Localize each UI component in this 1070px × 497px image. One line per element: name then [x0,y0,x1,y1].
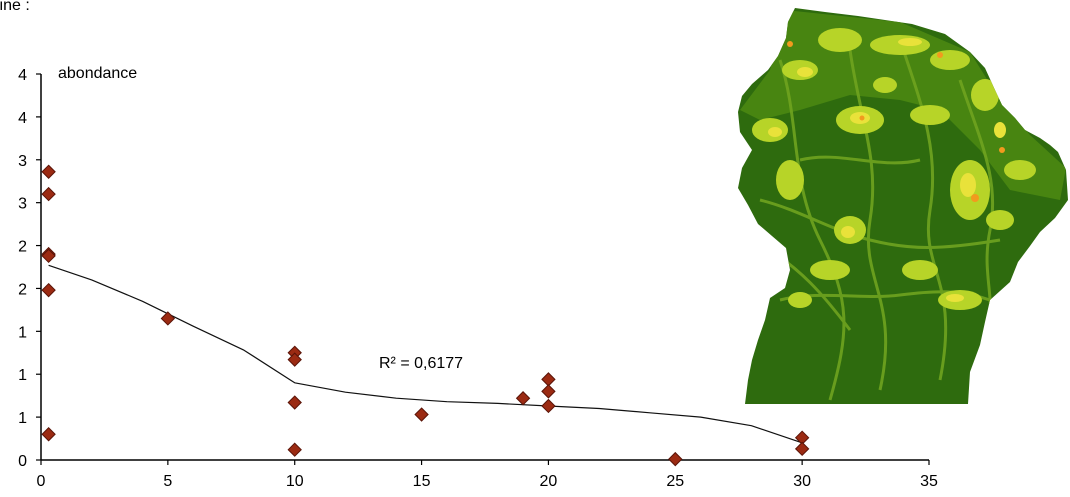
data-point-diamond [41,248,56,264]
data-points [41,164,810,467]
map-inset-illustration [738,8,1068,404]
data-point-diamond [794,441,810,457]
data-point-diamond [541,384,556,399]
data-point-diamond [541,398,556,414]
data-point-diamond [668,451,683,467]
data-point-diamond [160,311,176,326]
data-point-diamond [41,164,56,179]
data-point-diamond [41,282,56,298]
data-point-diamond [41,186,56,202]
x-tick-label: 30 [793,473,811,490]
data-point-diamond [515,391,531,406]
y-tick-label: 3 [18,196,27,213]
y-tick-label: 1 [18,410,27,427]
data-point-diamond [541,372,556,387]
data-point-diamond [287,395,302,410]
cut-off-header-text: line : [0,0,30,14]
x-tick-label: 25 [666,473,684,490]
data-point-diamond [287,352,302,367]
data-point-diamond [414,407,429,422]
y-tick-label: 2 [18,239,27,256]
y-tick-label: 4 [18,67,27,84]
data-point-diamond [41,427,56,442]
x-tick-label: 35 [920,473,938,490]
x-tick-label: 0 [37,473,46,490]
y-tick-label: 0 [18,453,27,470]
y-tick-label: 3 [18,153,27,170]
data-point-diamond [287,442,302,457]
x-tick-label: 15 [413,473,431,490]
x-tick-label: 10 [286,473,304,490]
axes: 0 1 1 1 2 2 3 3 4 4 0 5 10 15 20 25 30 35 [18,67,938,490]
x-tick-label: 20 [540,473,558,490]
y-tick-label: 4 [18,110,27,127]
x-tick-label: 5 [163,473,172,490]
y-axis-label: abondance [58,65,137,82]
y-tick-label: 1 [18,324,27,341]
r-squared-label: R² = 0,6177 [379,355,463,372]
y-tick-label: 1 [18,367,27,384]
y-tick-label: 2 [18,281,27,298]
